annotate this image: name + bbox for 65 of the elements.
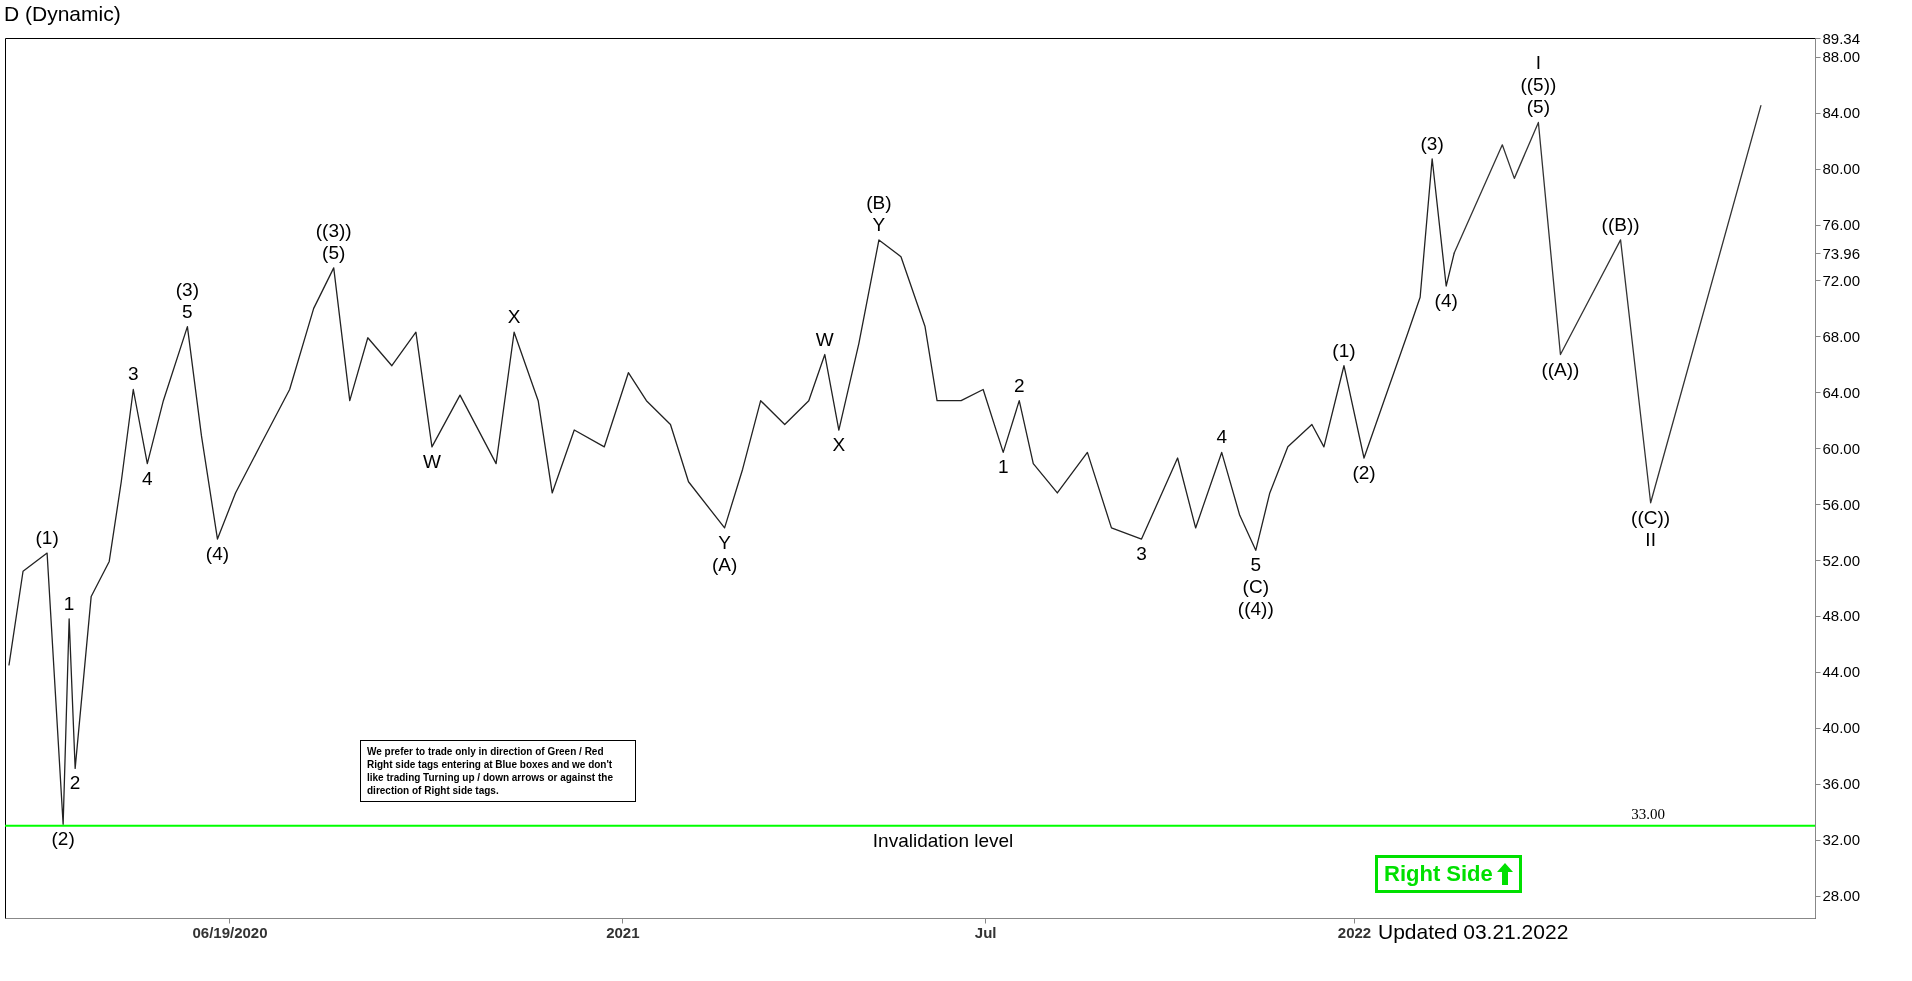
y-tick-label: 60.00 — [1822, 439, 1861, 457]
y-tick-label: 56.00 — [1822, 495, 1861, 513]
annotation: (2) — [51, 828, 75, 850]
y-tick-label: 68.00 — [1822, 327, 1861, 345]
annotation: ((C)) — [1631, 506, 1671, 528]
y-tick-label: 40.00 — [1822, 719, 1861, 737]
annotation: ((4)) — [1237, 598, 1274, 620]
annotation: Y — [872, 213, 886, 235]
y-tick-label: 48.00 — [1822, 607, 1861, 625]
y-tick-label: 84.00 — [1822, 104, 1861, 122]
chart-title: D (Dynamic) — [4, 2, 121, 25]
y-tick-label: 72.00 — [1822, 271, 1861, 289]
annotation: X — [832, 434, 846, 456]
annotation: II — [1645, 528, 1656, 550]
annotation: ((5)) — [1520, 74, 1557, 96]
annotation: (4) — [205, 543, 230, 565]
annotation: W — [422, 450, 441, 472]
annotation: 3 — [1136, 543, 1147, 565]
annotation: I — [1535, 52, 1542, 74]
y-tick-label: 88.00 — [1822, 48, 1861, 66]
annotation: (3) — [1420, 132, 1444, 154]
annotation: 4 — [142, 467, 154, 489]
y-tick-label: 44.00 — [1822, 663, 1861, 681]
y-tick-label: 80.00 — [1822, 160, 1861, 178]
annotation: (2) — [1352, 462, 1376, 484]
annotation: (1) — [1332, 339, 1356, 361]
y-tick-label: 52.00 — [1822, 551, 1861, 569]
x-tick-label: 06/19/2020 — [192, 923, 268, 941]
annotation: 2 — [69, 772, 81, 794]
y-tick-label: 76.00 — [1822, 216, 1861, 234]
annotation: 5 — [182, 300, 193, 322]
ref-line-label: 33.00 — [1631, 805, 1665, 822]
annotation: 1 — [63, 592, 75, 614]
y-tick-label: 89.34 — [1822, 29, 1861, 47]
annotation: ((A)) — [1541, 358, 1580, 380]
annotation: Y — [718, 531, 732, 553]
annotation: (3) — [175, 278, 200, 300]
annotation: 4 — [1216, 426, 1228, 448]
annotation: (5) — [1526, 96, 1551, 118]
annotation: (B) — [866, 191, 892, 213]
annotation: 2 — [1013, 374, 1025, 396]
annotation: 1 — [997, 456, 1009, 478]
annotation: (5) — [322, 241, 346, 263]
annotation: (1) — [35, 527, 59, 549]
y-tick-label: 64.00 — [1822, 383, 1861, 401]
y-tick-label: 73.96 — [1822, 244, 1861, 262]
y-tick-label: 36.00 — [1822, 775, 1861, 793]
annotation: (A) — [711, 553, 738, 575]
annotation: Right Side — [1384, 861, 1493, 887]
annotation: 5 — [1250, 554, 1262, 576]
annotation: (4) — [1434, 290, 1458, 312]
x-tick-label: 2021 — [606, 923, 640, 941]
annotation: X — [507, 306, 521, 328]
annotation: We prefer to trade only in direction of Green / Red Right side tags entering at Blue boxes and we don't like trading Turning up / down arrows or against the direction of Right side tags. — [367, 746, 613, 796]
text: Updated 03.21.2022 — [1378, 920, 1569, 943]
annotation: W — [815, 328, 834, 350]
y-tick-label: 28.00 — [1822, 887, 1861, 905]
y-tick-label: 32.00 — [1822, 831, 1861, 849]
x-tick-label: 2022 — [1337, 923, 1372, 941]
annotation: ((B)) — [1601, 213, 1640, 235]
annotation: ((3)) — [315, 219, 352, 241]
annotation: Invalidation level — [872, 829, 1014, 851]
annotation: (C) — [1242, 576, 1269, 598]
annotation: 3 — [127, 363, 139, 385]
x-tick-label: Jul — [974, 923, 997, 941]
